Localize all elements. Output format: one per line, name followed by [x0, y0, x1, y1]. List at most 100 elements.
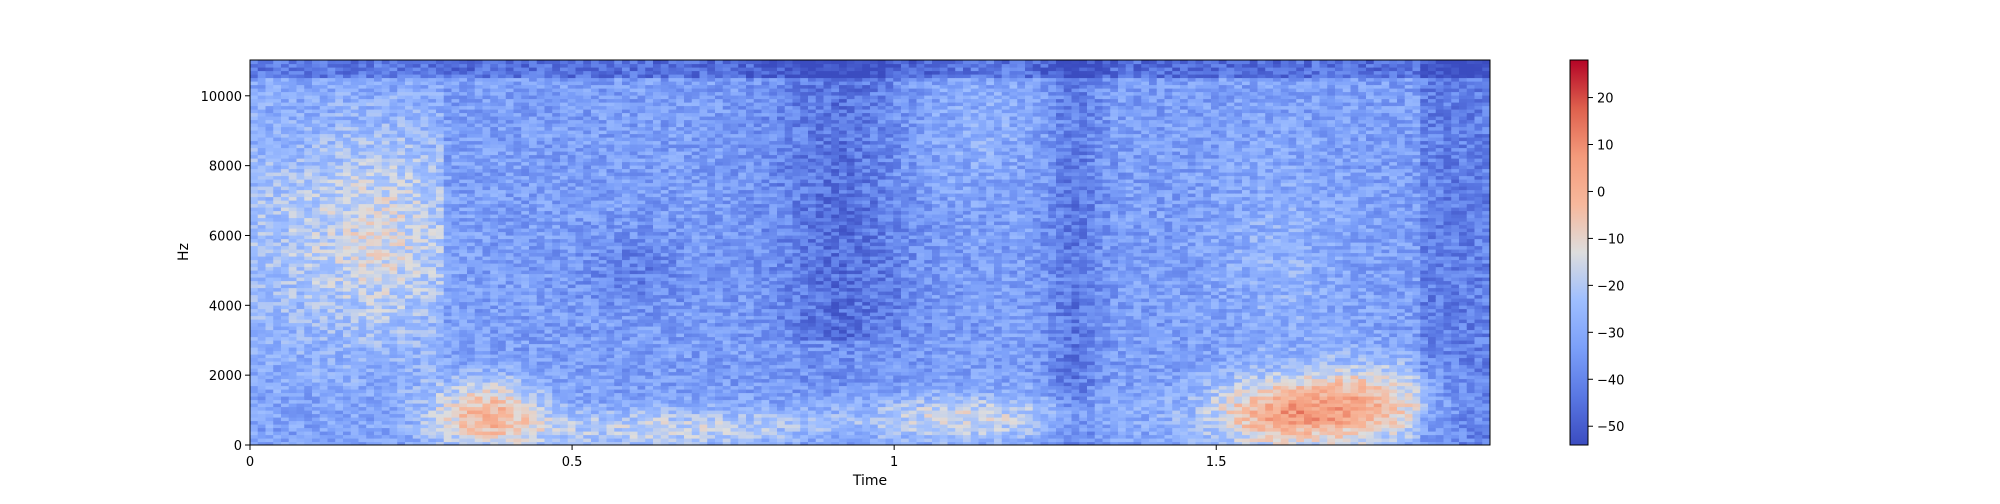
heatmap-cell	[250, 182, 259, 187]
heatmap-cell	[467, 256, 476, 261]
heatmap-cell	[397, 235, 406, 240]
heatmap-cell	[583, 193, 592, 198]
heatmap-cell	[505, 301, 515, 306]
heatmap-cell	[560, 137, 569, 142]
heatmap-cell	[544, 102, 553, 107]
heatmap-cell	[443, 200, 453, 205]
heatmap-cell	[498, 130, 507, 135]
heatmap-cell	[482, 392, 491, 397]
heatmap-cell	[312, 301, 321, 306]
heatmap-cell	[451, 151, 460, 156]
heatmap-cell	[482, 417, 491, 422]
heatmap-cell	[591, 270, 600, 275]
heatmap-cell	[591, 224, 600, 229]
heatmap-cell	[598, 280, 608, 285]
heatmap-cell	[443, 284, 453, 289]
heatmap-cell	[257, 305, 267, 310]
heatmap-cell	[529, 105, 538, 110]
heatmap-cell	[498, 182, 507, 187]
heatmap-cell	[366, 382, 375, 387]
heatmap-cell	[521, 196, 530, 201]
heatmap-cell	[273, 151, 282, 156]
heatmap-cell	[474, 259, 484, 264]
heatmap-cell	[397, 399, 406, 404]
heatmap-cell	[591, 238, 600, 243]
heatmap-cell	[583, 417, 592, 422]
heatmap-cell	[498, 308, 507, 313]
heatmap-cell	[428, 319, 437, 324]
heatmap-cell	[343, 389, 352, 394]
heatmap-cell	[412, 200, 422, 205]
heatmap-cell	[257, 77, 267, 82]
heatmap-cell	[281, 182, 290, 187]
heatmap-cell	[598, 406, 608, 411]
heatmap-cell	[257, 361, 267, 366]
heatmap-cell	[374, 165, 383, 170]
heatmap-cell	[591, 179, 600, 184]
heatmap-cell	[567, 112, 577, 117]
heatmap-cell	[381, 350, 391, 355]
heatmap-cell	[552, 294, 561, 299]
heatmap-cell	[358, 322, 367, 327]
heatmap-cell	[521, 91, 530, 96]
heatmap-cell	[498, 336, 507, 341]
heatmap-cell	[381, 242, 391, 247]
heatmap-cell	[451, 154, 460, 159]
heatmap-cell	[273, 95, 282, 100]
heatmap-cell	[536, 298, 546, 303]
heatmap-cell	[358, 84, 367, 89]
heatmap-cell	[474, 158, 484, 163]
heatmap-cell	[521, 361, 530, 366]
heatmap-cell	[443, 249, 453, 254]
heatmap-cell	[389, 410, 398, 415]
heatmap-cell	[505, 315, 515, 320]
heatmap-cell	[389, 231, 398, 236]
heatmap-cell	[335, 252, 344, 257]
heatmap-cell	[536, 280, 546, 285]
heatmap-cell	[560, 256, 569, 261]
heatmap-cell	[420, 322, 429, 327]
heatmap-cell	[389, 245, 398, 250]
heatmap-cell	[319, 315, 329, 320]
heatmap-cell	[490, 235, 499, 240]
heatmap-cell	[397, 340, 406, 345]
heatmap-cell	[482, 291, 491, 296]
heatmap-cell	[296, 329, 305, 334]
heatmap-cell	[567, 329, 577, 334]
heatmap-cell	[265, 322, 274, 327]
heatmap-cell	[374, 291, 383, 296]
heatmap-cell	[467, 235, 476, 240]
heatmap-cell	[583, 364, 592, 369]
heatmap-cell	[381, 126, 391, 131]
heatmap-cell	[381, 329, 391, 334]
heatmap-cell	[257, 210, 267, 215]
heatmap-cell	[327, 389, 336, 394]
heatmap-cell	[405, 280, 414, 285]
heatmap-cell	[536, 382, 546, 387]
heatmap-cell	[482, 410, 491, 415]
heatmap-cell	[560, 245, 569, 250]
heatmap-cell	[257, 329, 267, 334]
heatmap-cell	[281, 371, 290, 376]
heatmap-cell	[459, 165, 468, 170]
heatmap-cell	[459, 235, 468, 240]
heatmap-cell	[490, 137, 499, 142]
heatmap-cell	[366, 291, 375, 296]
heatmap-cell	[467, 95, 476, 100]
heatmap-cell	[327, 326, 336, 331]
heatmap-cell	[381, 399, 391, 404]
heatmap-cell	[405, 77, 414, 82]
heatmap-cell	[319, 312, 329, 317]
heatmap-cell	[529, 308, 538, 313]
heatmap-cell	[560, 175, 569, 180]
heatmap-cell	[505, 322, 515, 327]
heatmap-cell	[343, 203, 352, 208]
heatmap-cell	[304, 84, 313, 89]
heatmap-cell	[405, 417, 414, 422]
heatmap-cell	[505, 417, 515, 422]
heatmap-cell	[567, 179, 577, 184]
heatmap-cell	[583, 200, 592, 205]
heatmap-cell	[544, 406, 553, 411]
heatmap-cell	[443, 161, 453, 166]
